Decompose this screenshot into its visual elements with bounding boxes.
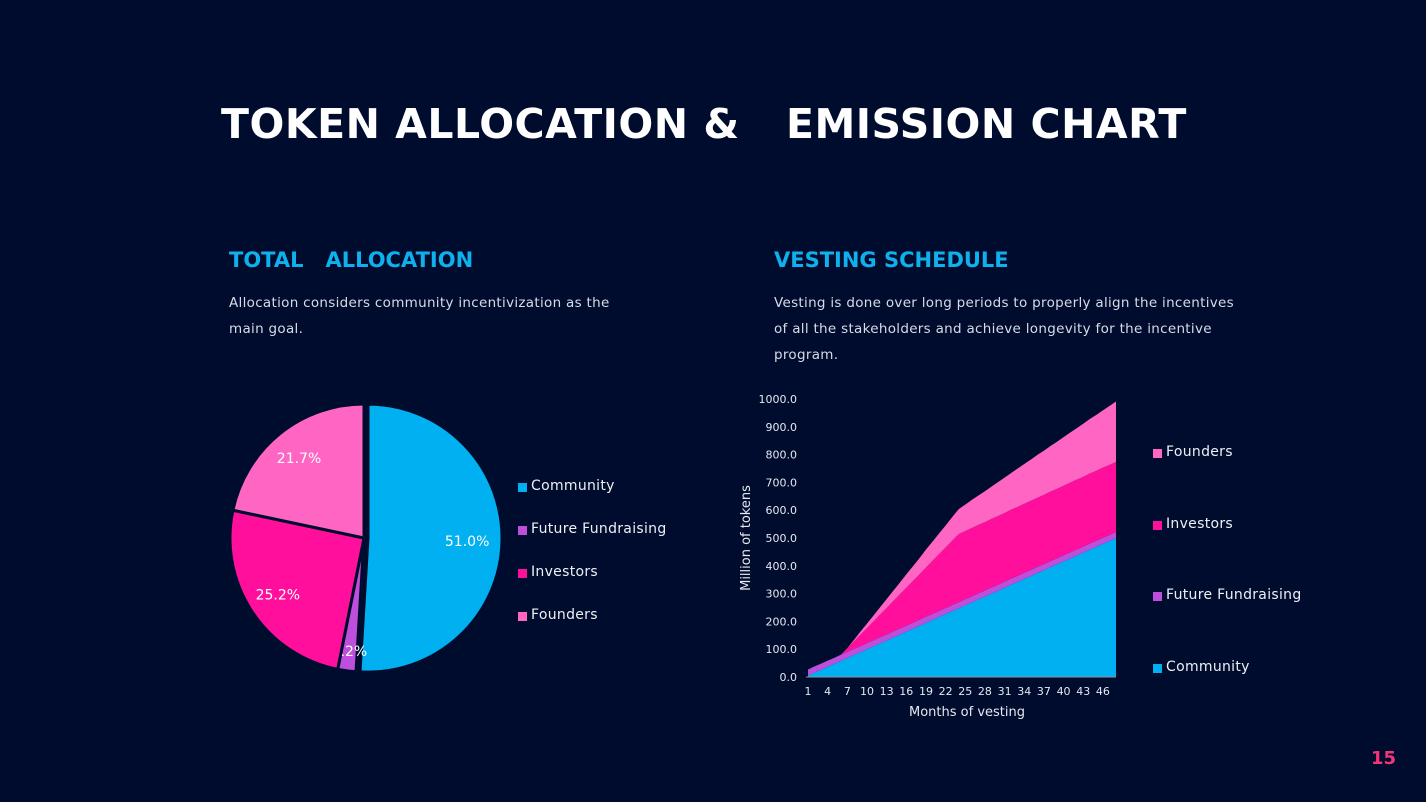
y-tick-label: 700.0 bbox=[766, 476, 798, 489]
x-tick-label: 46 bbox=[1096, 685, 1110, 698]
legend-swatch bbox=[518, 612, 527, 621]
legend-swatch bbox=[518, 569, 527, 578]
y-tick-label: 900.0 bbox=[766, 421, 798, 434]
pie-slice-community bbox=[358, 402, 504, 674]
area-legend: Founders Investors Future Fundraising Commu… bbox=[1153, 444, 1302, 730]
legend-swatch bbox=[1153, 449, 1162, 458]
pie-slice-investors bbox=[228, 508, 366, 672]
vesting-description: Vesting is done over long periods to pro… bbox=[774, 295, 1234, 363]
legend-swatch bbox=[518, 483, 527, 492]
legend-label: Future Fundraising bbox=[531, 521, 667, 537]
legend-swatch bbox=[518, 526, 527, 535]
legend-label: Future Fundraising bbox=[1166, 587, 1302, 603]
pie-legend-item-future-fundraising: Future Fundraising bbox=[518, 521, 667, 564]
pie-legend-item-community: Community bbox=[518, 478, 667, 521]
area-series-investors bbox=[808, 461, 1116, 670]
area-series-community bbox=[808, 538, 1116, 677]
x-tick-label: 4 bbox=[824, 685, 831, 698]
x-tick-label: 25 bbox=[958, 685, 972, 698]
vesting-heading: VESTING SCHEDULE bbox=[774, 248, 1009, 272]
area-series-founders bbox=[808, 401, 1116, 670]
y-tick-label: 0.0 bbox=[780, 671, 798, 684]
x-tick-label: 40 bbox=[1057, 685, 1071, 698]
pie-label-investors: 25.2% bbox=[256, 588, 300, 604]
y-tick-label: 600.0 bbox=[766, 504, 798, 517]
area-legend-item-community: Community bbox=[1153, 659, 1302, 731]
y-tick-label: 800.0 bbox=[766, 449, 798, 462]
y-tick-label: 400.0 bbox=[766, 560, 798, 573]
area-series-future-fundraising bbox=[808, 531, 1116, 676]
pie-slice-founders bbox=[231, 402, 366, 540]
pie-legend-item-investors: Investors bbox=[518, 564, 667, 607]
x-tick-label: 1 bbox=[805, 685, 812, 698]
legend-label: Community bbox=[531, 478, 615, 494]
legend-label: Investors bbox=[1166, 515, 1233, 532]
pie-legend: Community Future Fundraising Investors Foun… bbox=[518, 478, 667, 650]
legend-swatch bbox=[1153, 663, 1162, 673]
legend-swatch bbox=[1153, 592, 1162, 601]
allocation-description: Allocation considers community incentivi… bbox=[229, 295, 610, 337]
y-tick-label: 1000.0 bbox=[759, 393, 798, 406]
area-legend-item-founders: Founders bbox=[1153, 444, 1302, 516]
x-tick-label: 43 bbox=[1076, 685, 1090, 698]
y-tick-label: 200.0 bbox=[766, 615, 798, 628]
page-number: 15 bbox=[1370, 748, 1396, 769]
x-tick-label: 34 bbox=[1017, 685, 1031, 698]
vesting-area-chart: 0.0 100.0 200.0 300.0 400.0 500.0 600.0 700.0 80… bbox=[739, 393, 1116, 720]
area-legend-item-future-fundraising: Future Fundraising bbox=[1153, 587, 1302, 659]
title-right: EMISSION CHART bbox=[786, 100, 1187, 148]
legend-label: Community bbox=[1166, 658, 1250, 675]
x-tick-label: 31 bbox=[998, 685, 1012, 698]
allocation-pie-chart: 51.0%2.2%25.2%21.7% bbox=[228, 402, 504, 674]
x-tick-label: 16 bbox=[899, 685, 913, 698]
x-axis-title: Months of vesting bbox=[909, 705, 1025, 720]
x-tick-label: 7 bbox=[844, 685, 851, 698]
x-tick-label: 37 bbox=[1037, 685, 1051, 698]
legend-label: Investors bbox=[531, 564, 598, 580]
y-tick-label: 100.0 bbox=[766, 643, 798, 656]
allocation-heading: TOTAL ALLOCATION bbox=[229, 248, 474, 272]
pie-legend-item-founders: Founders bbox=[518, 607, 667, 650]
x-tick-label: 22 bbox=[939, 685, 953, 698]
legend-label: Founders bbox=[531, 607, 598, 623]
y-axis-title: Million of tokens bbox=[739, 485, 754, 591]
x-tick-label: 13 bbox=[880, 685, 894, 698]
x-tick-label: 10 bbox=[860, 685, 874, 698]
legend-swatch bbox=[1153, 520, 1162, 530]
y-tick-label: 500.0 bbox=[766, 532, 798, 545]
title-left: TOKEN ALLOCATION & bbox=[221, 100, 740, 148]
x-tick-label: 19 bbox=[919, 685, 933, 698]
legend-label: Founders bbox=[1166, 444, 1233, 460]
x-tick-label: 28 bbox=[978, 685, 992, 698]
pie-label-founders: 21.7% bbox=[277, 451, 321, 467]
pie-label-community: 51.0% bbox=[445, 534, 489, 550]
y-tick-label: 300.0 bbox=[766, 588, 798, 601]
area-legend-item-investors: Investors bbox=[1153, 516, 1302, 588]
